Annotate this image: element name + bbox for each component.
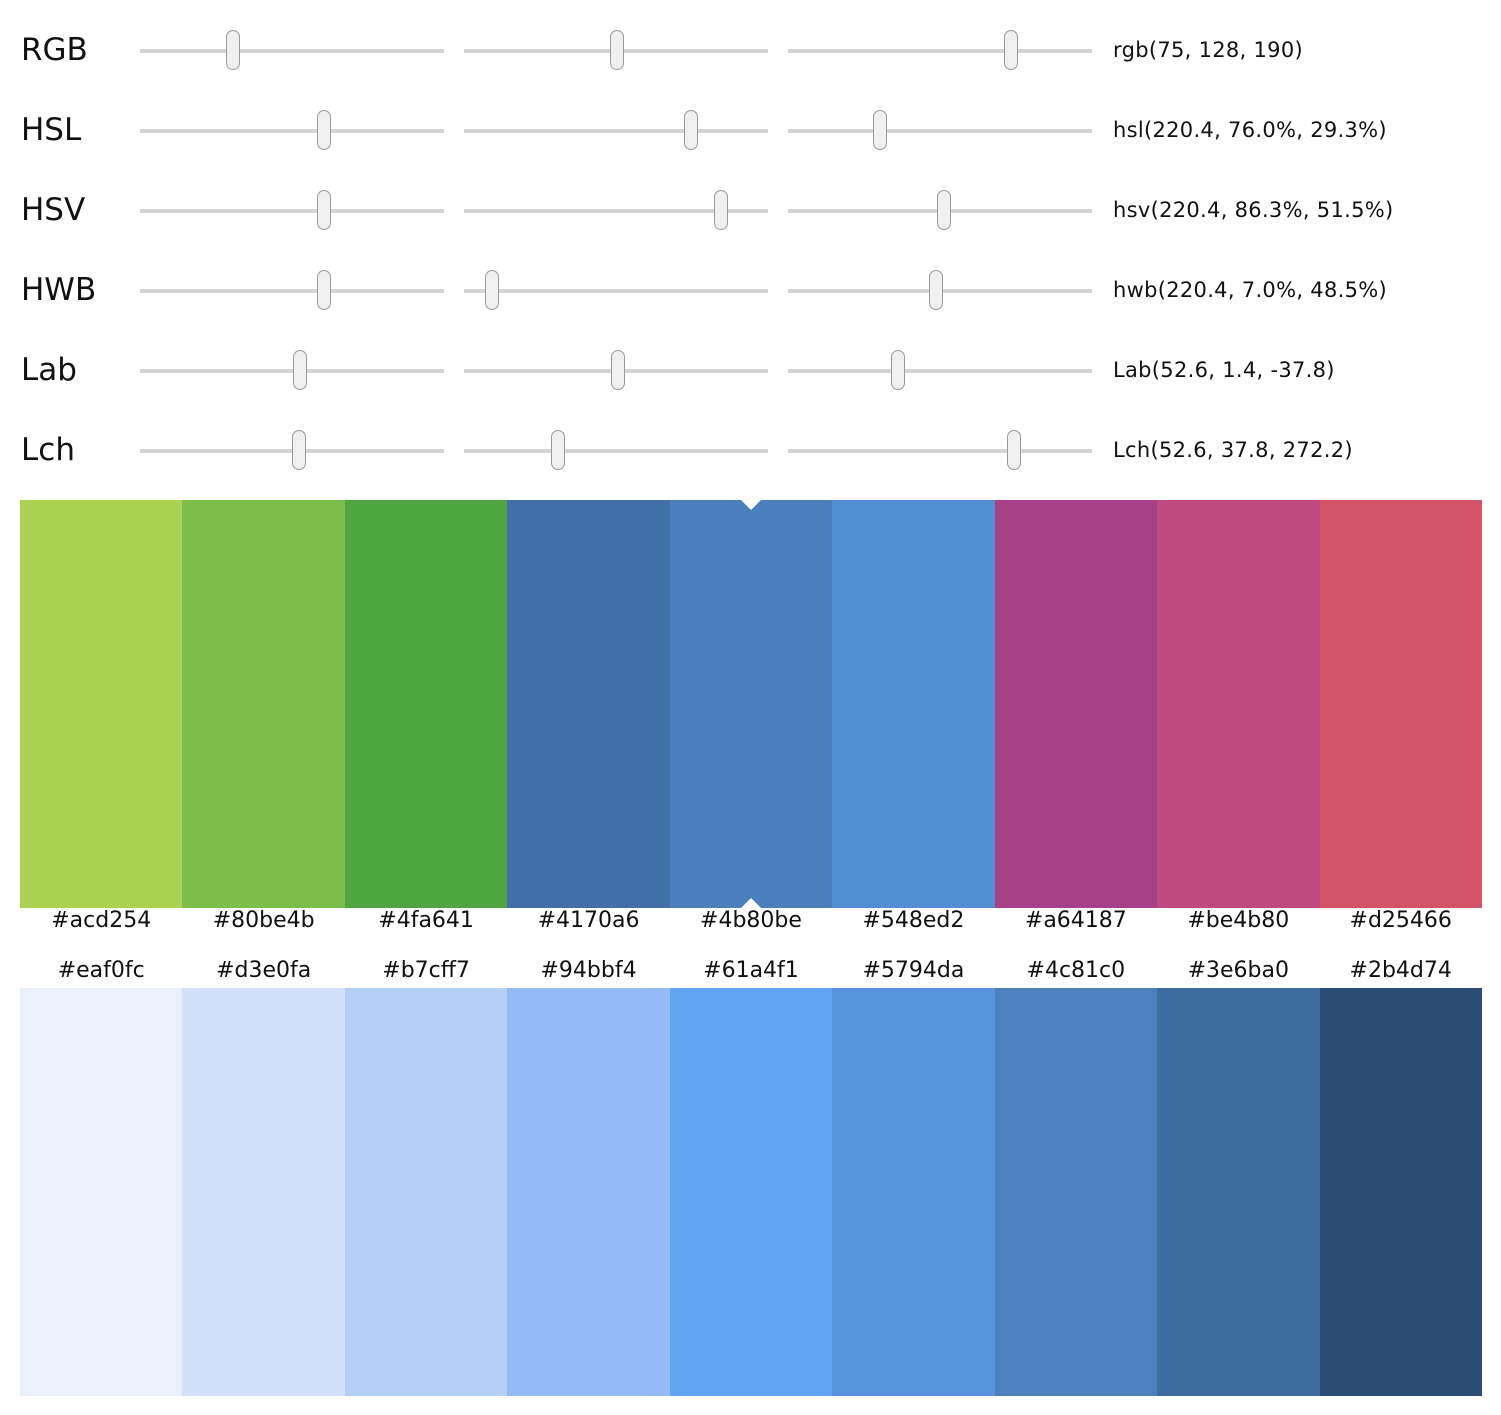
- color-swatch[interactable]: [1319, 988, 1482, 1396]
- slider-thumb[interactable]: [1006, 430, 1021, 470]
- model-label: RGB: [21, 32, 88, 68]
- slider-thumb[interactable]: [551, 430, 566, 470]
- color-swatch[interactable]: [669, 988, 833, 1396]
- selected-marker-bottom: [741, 898, 761, 908]
- selected-marker-top: [741, 500, 761, 510]
- color-swatch[interactable]: [832, 988, 995, 1396]
- color-swatch[interactable]: [1157, 988, 1320, 1396]
- hex-label: #acd254: [51, 908, 152, 933]
- slider-thumb[interactable]: [683, 110, 698, 150]
- slider-thumb[interactable]: [611, 350, 626, 390]
- harmony-hex-labels: #acd254 #80be4b #4fa641 #4170a6 #4b80be #548e…: [20, 908, 1482, 933]
- shade-swatch-strip: [20, 988, 1482, 1396]
- model-label: HWB: [21, 272, 97, 308]
- slider-track[interactable]: [140, 430, 444, 470]
- slider-track[interactable]: [140, 190, 444, 230]
- hex-label: #80be4b: [212, 908, 315, 933]
- slider-thumb[interactable]: [292, 430, 307, 470]
- color-swatch[interactable]: [1319, 500, 1482, 908]
- slider-track[interactable]: [788, 190, 1092, 230]
- model-value: rgb(75, 128, 190): [1113, 38, 1303, 62]
- slider-thumb[interactable]: [1003, 30, 1018, 70]
- model-value: hsl(220.4, 76.0%, 29.3%): [1113, 118, 1387, 142]
- slider-track[interactable]: [788, 30, 1092, 70]
- slider-track[interactable]: [140, 110, 444, 150]
- slider-thumb[interactable]: [937, 190, 952, 230]
- hex-label: #be4b80: [1187, 908, 1290, 933]
- slider-thumb[interactable]: [928, 270, 943, 310]
- color-swatch[interactable]: [832, 500, 995, 908]
- model-label: HSV: [21, 192, 86, 228]
- slider-track[interactable]: [140, 30, 444, 70]
- slider-thumb[interactable]: [317, 110, 332, 150]
- hex-label: #5794da: [862, 958, 965, 983]
- slider-row-lch: Lch Lch(52.6, 37.8, 272.2): [0, 420, 1501, 500]
- hex-label: #94bbf4: [540, 958, 637, 983]
- slider-thumb[interactable]: [873, 110, 888, 150]
- model-value: hsv(220.4, 86.3%, 51.5%): [1113, 198, 1394, 222]
- hex-label: #a64187: [1024, 908, 1127, 933]
- slider-track[interactable]: [464, 110, 768, 150]
- slider-thumb[interactable]: [317, 190, 332, 230]
- hex-label: #61a4f1: [703, 958, 799, 983]
- slider-row-rgb: RGB rgb(75, 128, 190): [0, 20, 1501, 100]
- slider-track[interactable]: [140, 350, 444, 390]
- hex-label: #b7cff7: [382, 958, 470, 983]
- slider-track[interactable]: [464, 270, 768, 310]
- model-value: hwb(220.4, 7.0%, 48.5%): [1113, 278, 1387, 302]
- shade-hex-labels: #eaf0fc #d3e0fa #b7cff7 #94bbf4 #61a4f1 #5794…: [20, 958, 1482, 983]
- hex-label: #2b4d74: [1349, 958, 1452, 983]
- hex-label: #4fa641: [378, 908, 474, 933]
- slider-track[interactable]: [788, 110, 1092, 150]
- hex-label: #4170a6: [537, 908, 640, 933]
- slider-track[interactable]: [464, 190, 768, 230]
- harmony-swatch-strip: [20, 500, 1482, 908]
- slider-track[interactable]: [788, 270, 1092, 310]
- model-label: Lch: [21, 432, 75, 468]
- color-swatch[interactable]: [1157, 500, 1320, 908]
- slider-track[interactable]: [140, 270, 444, 310]
- color-swatch[interactable]: [994, 500, 1158, 908]
- slider-row-hsv: HSV hsv(220.4, 86.3%, 51.5%): [0, 180, 1501, 260]
- model-value: Lab(52.6, 1.4, -37.8): [1113, 358, 1335, 382]
- hex-label: #eaf0fc: [57, 958, 145, 983]
- hex-label: #4c81c0: [1026, 958, 1126, 983]
- slider-thumb[interactable]: [485, 270, 500, 310]
- color-swatch[interactable]: [344, 988, 508, 1396]
- color-swatch[interactable]: [669, 500, 833, 908]
- color-swatch[interactable]: [344, 500, 508, 908]
- color-swatch[interactable]: [994, 988, 1158, 1396]
- hex-label: #4b80be: [700, 908, 802, 933]
- color-swatch[interactable]: [182, 988, 345, 1396]
- slider-thumb[interactable]: [609, 30, 624, 70]
- slider-track[interactable]: [464, 350, 768, 390]
- model-label: Lab: [21, 352, 77, 388]
- color-swatch[interactable]: [182, 500, 345, 908]
- slider-row-hwb: HWB hwb(220.4, 7.0%, 48.5%): [0, 260, 1501, 340]
- hex-label: #548ed2: [862, 908, 965, 933]
- slider-track[interactable]: [788, 350, 1092, 390]
- model-label: HSL: [21, 112, 82, 148]
- model-value: Lch(52.6, 37.8, 272.2): [1113, 438, 1353, 462]
- color-swatch[interactable]: [507, 988, 670, 1396]
- color-swatch[interactable]: [20, 988, 183, 1396]
- color-swatch[interactable]: [507, 500, 670, 908]
- slider-track[interactable]: [464, 30, 768, 70]
- slider-track[interactable]: [464, 430, 768, 470]
- hex-label: #3e6ba0: [1187, 958, 1289, 983]
- slider-thumb[interactable]: [713, 190, 728, 230]
- slider-thumb[interactable]: [317, 270, 332, 310]
- hex-label: #d25466: [1349, 908, 1452, 933]
- hex-label: #d3e0fa: [216, 958, 312, 983]
- slider-thumb[interactable]: [890, 350, 905, 390]
- slider-thumb[interactable]: [293, 350, 308, 390]
- color-swatch[interactable]: [20, 500, 183, 908]
- slider-track[interactable]: [788, 430, 1092, 470]
- slider-row-hsl: HSL hsl(220.4, 76.0%, 29.3%): [0, 100, 1501, 180]
- slider-thumb[interactable]: [225, 30, 240, 70]
- slider-row-lab: Lab Lab(52.6, 1.4, -37.8): [0, 340, 1501, 420]
